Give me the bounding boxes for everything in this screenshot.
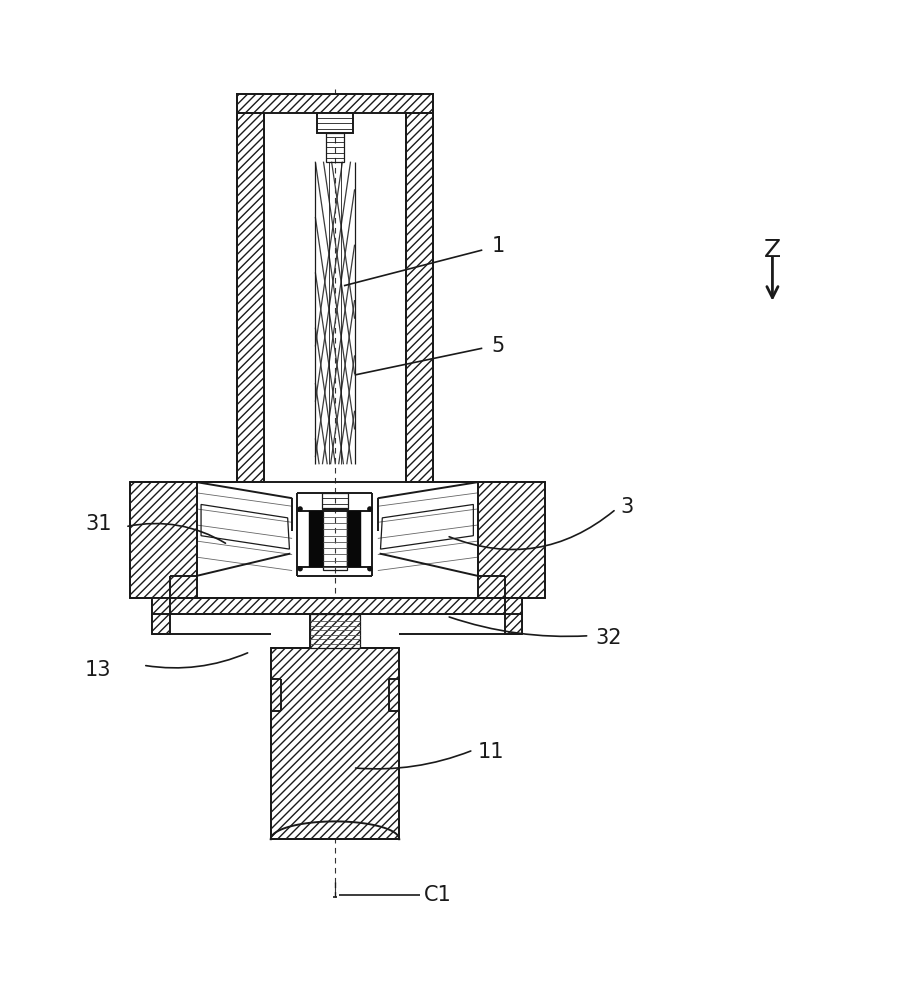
Polygon shape [317, 113, 353, 133]
Polygon shape [237, 94, 263, 482]
Circle shape [298, 566, 302, 571]
Text: C1: C1 [425, 885, 452, 905]
Text: 1: 1 [491, 236, 505, 256]
Bar [346, 511, 361, 567]
Text: 13: 13 [85, 660, 111, 680]
Text: Z: Z [764, 238, 781, 262]
Text: 3: 3 [620, 497, 634, 517]
Polygon shape [505, 598, 523, 634]
Circle shape [367, 506, 373, 512]
Polygon shape [406, 94, 434, 482]
Bar [322, 493, 348, 509]
Polygon shape [237, 94, 434, 113]
Bar [309, 511, 323, 567]
Bar [323, 508, 346, 570]
Polygon shape [152, 598, 523, 614]
Polygon shape [310, 614, 360, 648]
Polygon shape [152, 598, 169, 634]
Text: 32: 32 [596, 628, 622, 648]
Text: 31: 31 [85, 514, 111, 534]
Polygon shape [271, 648, 399, 839]
Circle shape [298, 506, 302, 512]
Text: 11: 11 [478, 742, 505, 762]
Text: 5: 5 [491, 336, 505, 356]
Polygon shape [478, 482, 545, 598]
Circle shape [367, 566, 373, 571]
Polygon shape [129, 482, 197, 598]
